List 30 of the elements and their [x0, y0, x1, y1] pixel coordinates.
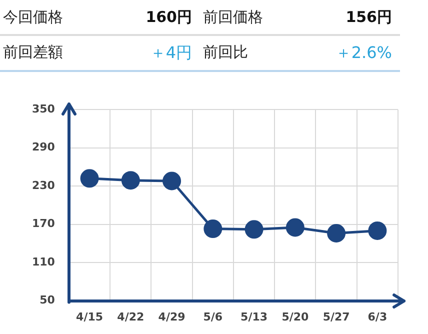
text: 今回価格 — [3, 8, 63, 26]
point — [162, 172, 182, 190]
x-tick-label: 5/20 — [282, 310, 310, 324]
x-tick-label: 4/22 — [117, 310, 144, 324]
y-tick-label: 50 — [40, 294, 56, 307]
x-tick-label: 4/29 — [158, 310, 186, 324]
y-tick-label: 230 — [32, 178, 56, 192]
x-tick-label: 6/3 — [368, 310, 388, 324]
point — [80, 169, 99, 188]
y-tick-label: 110 — [32, 255, 56, 268]
text: 160円 — [146, 8, 192, 26]
point — [204, 220, 222, 238]
x-tick-label: 5/27 — [322, 310, 350, 324]
y-tick-label: 290 — [32, 140, 56, 154]
text: ＋4円 — [150, 42, 192, 64]
text: ＋2.6% — [335, 42, 392, 64]
text: 前回価格 — [203, 8, 263, 26]
text: 前回差額 — [3, 42, 63, 62]
y-tick-label: 170 — [32, 217, 56, 230]
point — [327, 224, 346, 242]
x-tick-label: 4/15 — [76, 310, 104, 324]
x-tick-label: 5/6 — [203, 310, 223, 324]
point — [121, 171, 140, 190]
text: 前回比 — [203, 42, 248, 62]
y-tick-label: 350 — [32, 102, 56, 116]
point — [286, 218, 304, 237]
point — [244, 220, 264, 239]
text: 156円 — [346, 8, 392, 26]
x-tick-label: 5/13 — [240, 310, 268, 324]
point — [368, 221, 387, 240]
